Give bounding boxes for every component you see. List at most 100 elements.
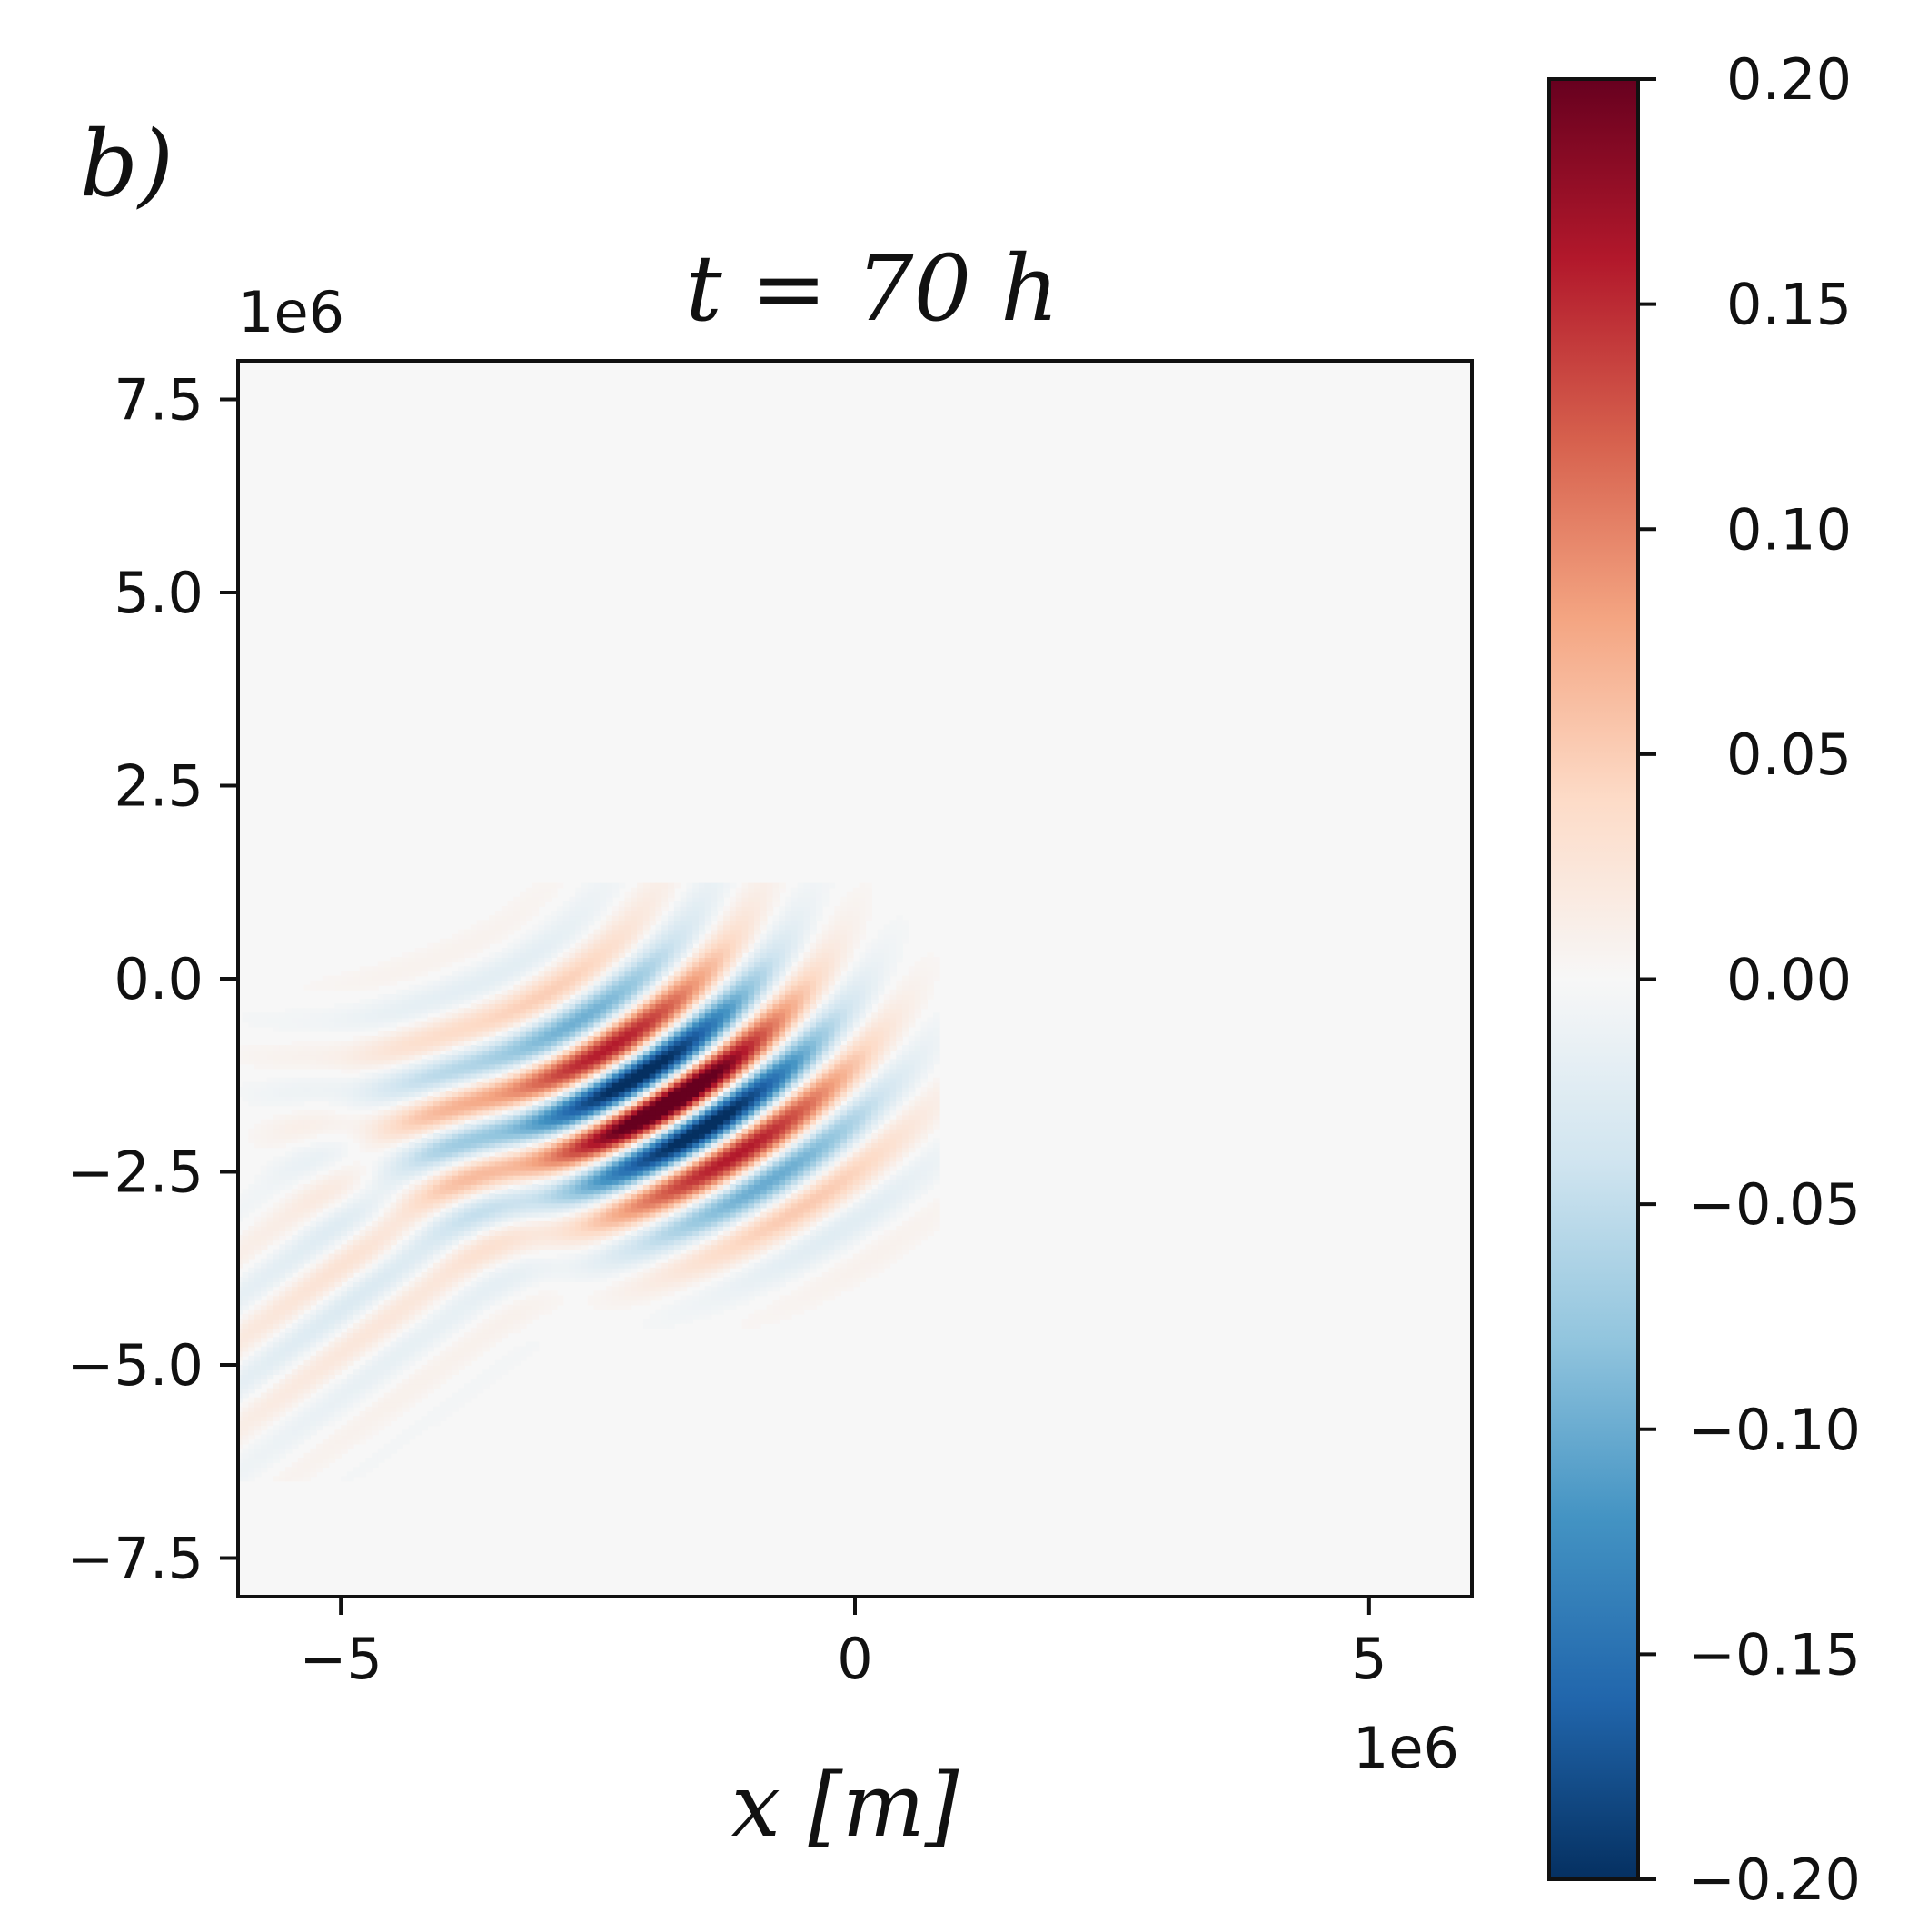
heatmap-cell bbox=[341, 1277, 348, 1282]
heatmap-cell bbox=[303, 1240, 312, 1246]
heatmap-cell bbox=[532, 924, 540, 931]
heatmap-cell bbox=[303, 1170, 312, 1176]
heatmap-cell bbox=[408, 1332, 416, 1339]
heatmap-cell bbox=[273, 1096, 281, 1102]
heatmap-cell bbox=[310, 1313, 317, 1320]
heatmap-cell bbox=[230, 1290, 237, 1296]
heatmap-cell bbox=[476, 1267, 484, 1273]
heatmap-cell bbox=[538, 1063, 546, 1070]
heatmap-cell bbox=[365, 1388, 373, 1394]
heatmap-cell bbox=[254, 1240, 262, 1246]
heatmap-cell bbox=[489, 1160, 496, 1167]
heatmap-cell bbox=[525, 887, 533, 893]
heatmap-cell bbox=[341, 1008, 348, 1014]
heatmap-cell bbox=[501, 1304, 509, 1310]
heatmap-cell bbox=[224, 1449, 231, 1454]
heatmap-cell bbox=[414, 961, 422, 968]
heatmap-cell bbox=[439, 1031, 447, 1037]
heatmap-cell bbox=[556, 980, 564, 986]
heatmap-cell bbox=[520, 1226, 527, 1231]
heatmap-cell bbox=[291, 1096, 299, 1102]
heatmap-cell bbox=[193, 1453, 200, 1459]
heatmap-cell bbox=[310, 1133, 317, 1139]
heatmap-cell bbox=[525, 1035, 533, 1041]
heatmap-cell bbox=[230, 1300, 237, 1306]
heatmap-cell bbox=[254, 1365, 262, 1370]
heatmap-cell bbox=[365, 1272, 373, 1278]
heatmap-cell bbox=[328, 1258, 336, 1264]
heatmap-cell bbox=[396, 1272, 403, 1278]
heatmap-cell bbox=[193, 1268, 200, 1273]
heatmap-cell bbox=[224, 1476, 231, 1481]
heatmap-cell bbox=[513, 1226, 521, 1231]
heatmap-cell bbox=[532, 1193, 540, 1200]
heatmap-cell bbox=[501, 1235, 509, 1241]
heatmap-cell bbox=[544, 1068, 552, 1074]
heatmap-cell bbox=[525, 952, 533, 958]
heatmap-cell bbox=[470, 1114, 478, 1120]
heatmap-cell bbox=[544, 1180, 552, 1185]
heatmap-cell bbox=[556, 1160, 564, 1167]
heatmap-cell bbox=[353, 1420, 361, 1427]
heatmap-cell bbox=[538, 1309, 546, 1315]
heatmap-cell bbox=[341, 1392, 348, 1399]
heatmap-cell bbox=[390, 1323, 398, 1329]
heatmap-cell bbox=[291, 1170, 299, 1176]
heatmap-cell bbox=[445, 1165, 453, 1171]
heatmap-cell bbox=[273, 1350, 281, 1357]
heatmap-cell bbox=[494, 1174, 502, 1180]
heatmap-cell bbox=[377, 1008, 385, 1014]
heatmap-cell bbox=[334, 1017, 342, 1023]
heatmap-cell bbox=[408, 1050, 416, 1056]
heatmap-cell bbox=[297, 1416, 305, 1421]
heatmap-cell bbox=[359, 1211, 367, 1218]
heatmap-cell bbox=[470, 984, 478, 991]
heatmap-cell bbox=[230, 1389, 237, 1394]
heatmap-cell bbox=[396, 1096, 403, 1102]
heatmap-cell bbox=[494, 1138, 502, 1143]
heatmap-cell bbox=[427, 1003, 434, 1010]
heatmap-cell bbox=[507, 1087, 515, 1092]
heatmap-cell bbox=[341, 1114, 348, 1120]
heatmap-cell bbox=[322, 1462, 330, 1468]
heatmap-cell bbox=[408, 1313, 416, 1320]
heatmap-cell bbox=[297, 1081, 305, 1088]
heatmap-cell bbox=[285, 1416, 293, 1421]
heatmap-cell bbox=[489, 971, 496, 977]
heatmap-cell bbox=[273, 1365, 281, 1370]
heatmap-cell bbox=[273, 1337, 281, 1343]
heatmap-cell bbox=[482, 1281, 490, 1288]
heatmap-cell bbox=[551, 1035, 558, 1041]
heatmap-cell bbox=[390, 1443, 398, 1449]
heatmap-cell bbox=[408, 1133, 416, 1139]
heatmap-cell bbox=[538, 920, 546, 926]
heatmap-cell bbox=[414, 1420, 422, 1427]
heatmap-cell bbox=[230, 1337, 237, 1342]
heatmap-cell bbox=[359, 1096, 367, 1102]
heatmap-cell bbox=[494, 1180, 502, 1185]
heatmap-cell bbox=[513, 1021, 521, 1028]
heatmap-cell bbox=[513, 1258, 521, 1264]
heatmap-cell bbox=[470, 1388, 478, 1394]
heatmap-cell bbox=[525, 1230, 533, 1236]
heatmap-cell bbox=[310, 1110, 317, 1116]
heatmap-cell bbox=[242, 1434, 250, 1440]
heatmap-cell bbox=[285, 1220, 293, 1227]
heatmap-cell bbox=[396, 1003, 403, 1010]
heatmap-cell bbox=[458, 1072, 465, 1079]
heatmap-cell bbox=[439, 1045, 447, 1051]
heatmap-cell bbox=[433, 1123, 441, 1130]
heatmap-cell bbox=[248, 1184, 255, 1190]
heatmap-cell bbox=[414, 1374, 422, 1380]
heatmap-cell bbox=[414, 1170, 422, 1176]
heatmap-cell bbox=[538, 1059, 546, 1065]
heatmap-cell bbox=[248, 1235, 255, 1241]
heatmap-cell bbox=[328, 1041, 336, 1046]
heatmap-cell bbox=[525, 961, 533, 968]
heatmap-cell bbox=[297, 1471, 305, 1478]
heatmap-cell bbox=[445, 1096, 453, 1102]
heatmap-cell bbox=[322, 1359, 330, 1366]
heatmap-cell bbox=[334, 1300, 342, 1306]
heatmap-cell bbox=[551, 999, 558, 1004]
heatmap-cell bbox=[513, 1216, 521, 1222]
